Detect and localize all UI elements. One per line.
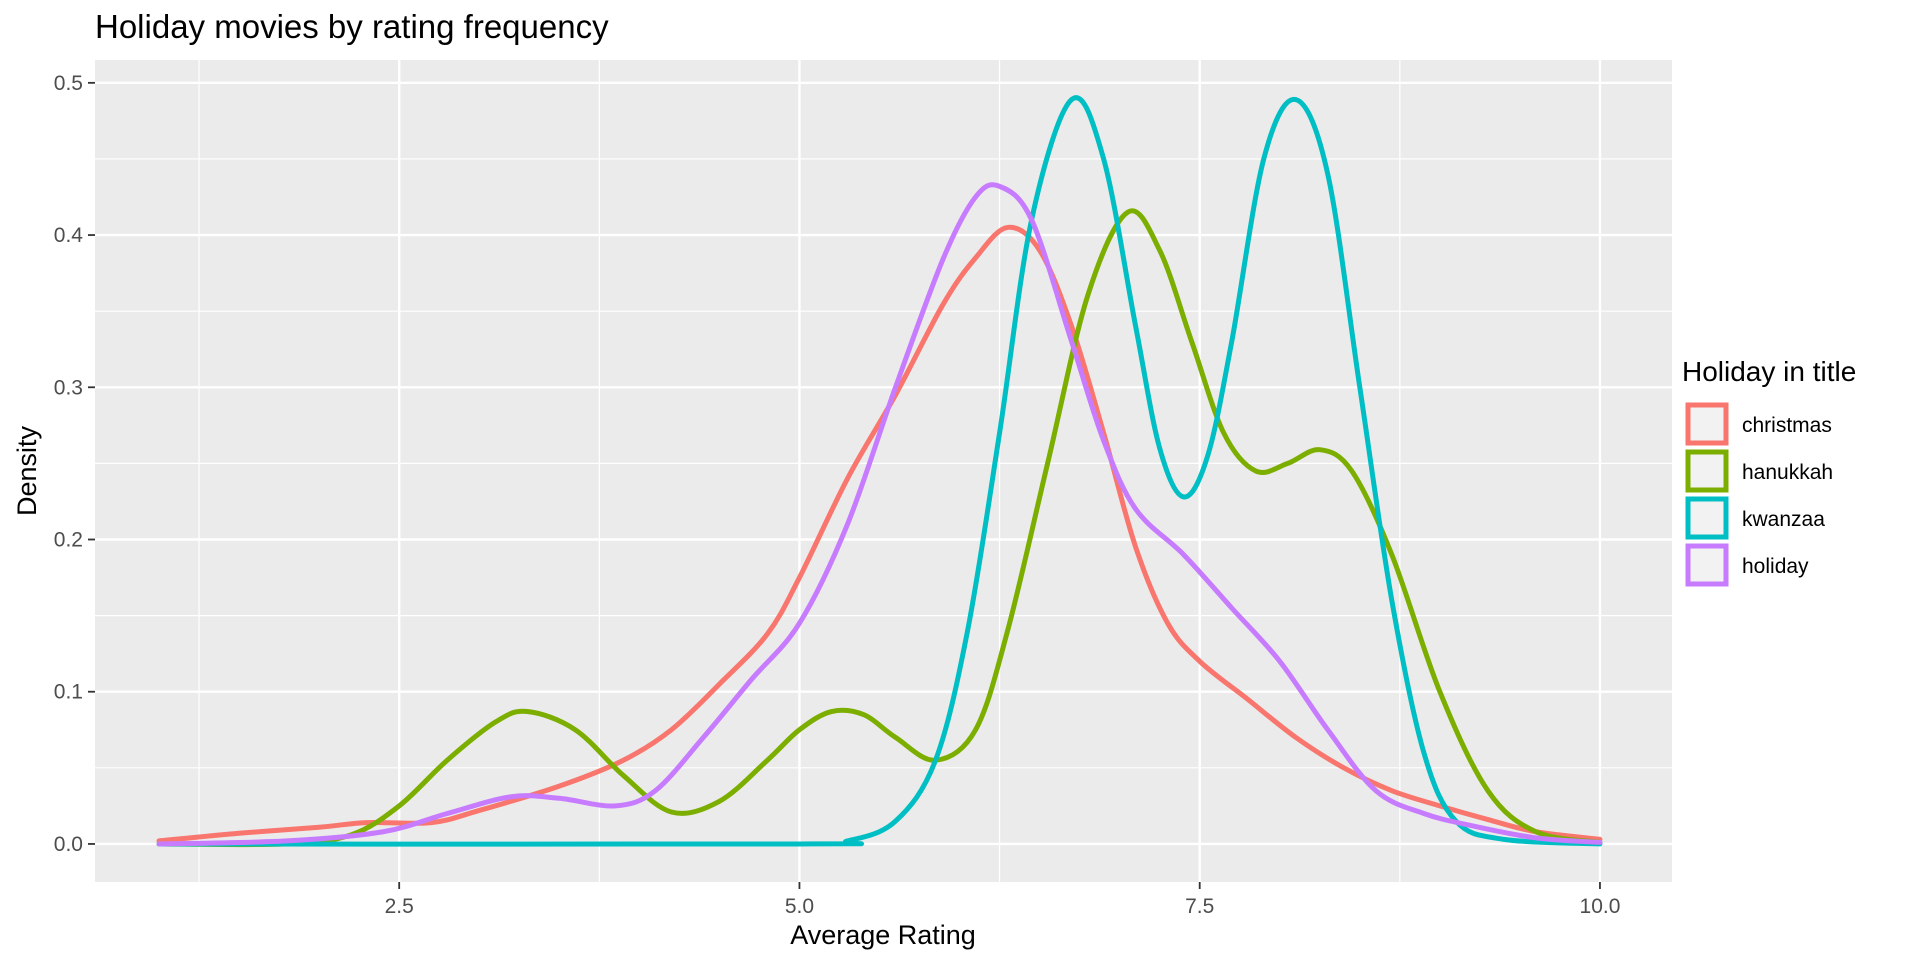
legend-items: christmas hanukkah kwanzaa holiday	[1685, 402, 1833, 587]
minor-gridlines	[95, 60, 1672, 882]
x-axis-title: Average Rating	[790, 920, 976, 950]
series-line-holiday	[156, 182, 1603, 847]
y-tick-label: 0.2	[54, 529, 83, 552]
plot-panel	[95, 60, 1672, 882]
density-lines	[156, 95, 1603, 848]
series-line-christmas	[156, 224, 1603, 844]
legend-key-kwanzaa	[1685, 496, 1729, 540]
x-tick-label: 7.5	[1185, 895, 1214, 918]
legend-key-holiday	[1685, 543, 1729, 587]
legend-label-hanukkah: hanukkah	[1742, 461, 1833, 484]
x-axis: 2.5 5.0 7.5 10.0	[385, 882, 1621, 918]
series-line-hanukkah	[156, 208, 1603, 848]
series-line-kwanzaa	[156, 95, 1603, 847]
x-tick-label: 2.5	[385, 895, 414, 918]
chart-title: Holiday movies by rating frequency	[95, 8, 609, 45]
y-tick-label: 0.0	[54, 833, 83, 856]
legend-label-holiday: holiday	[1742, 555, 1809, 578]
x-tick-label: 10.0	[1580, 895, 1621, 918]
y-axis: 0.0 0.1 0.2 0.3 0.4 0.5	[54, 72, 95, 856]
y-tick-label: 0.3	[54, 376, 83, 399]
legend-label-christmas: christmas	[1742, 414, 1832, 437]
y-tick-label: 0.5	[54, 72, 83, 95]
y-axis-title: Density	[12, 425, 42, 516]
legend-key-christmas	[1685, 402, 1729, 446]
legend-key-hanukkah	[1685, 449, 1729, 493]
x-tick-label: 5.0	[785, 895, 814, 918]
y-tick-label: 0.1	[54, 681, 83, 704]
legend-title: Holiday in title	[1682, 356, 1856, 387]
major-gridlines	[95, 60, 1672, 882]
legend: Holiday in title christmas hanukkah kwanza…	[1682, 356, 1856, 587]
legend-label-kwanzaa: kwanzaa	[1742, 508, 1825, 531]
y-tick-label: 0.4	[54, 224, 84, 247]
